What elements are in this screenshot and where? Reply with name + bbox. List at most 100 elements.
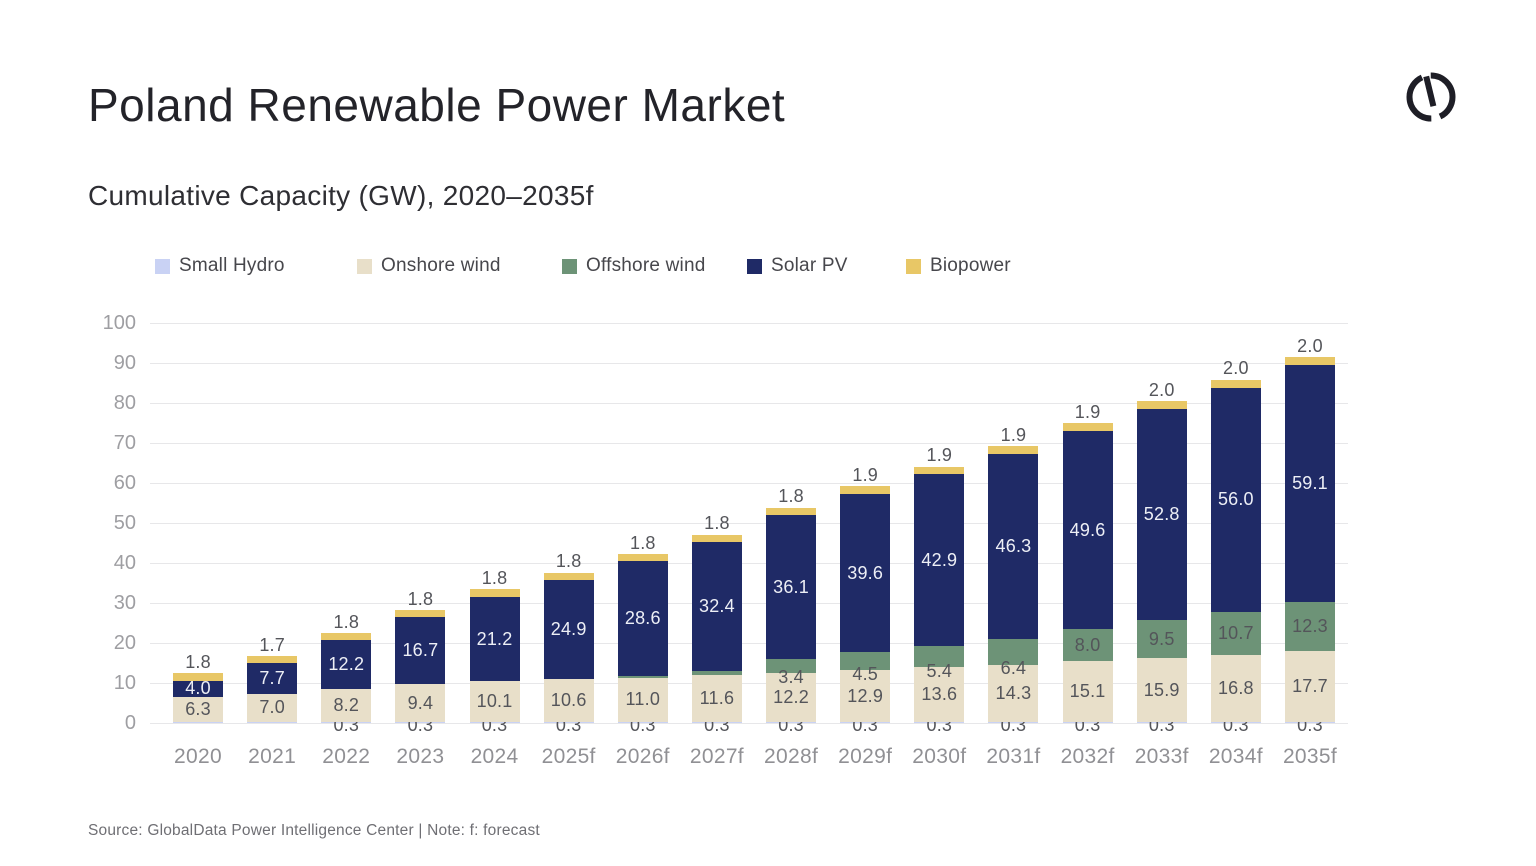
data-label-offshore-wind: 4.5: [852, 663, 878, 684]
legend-swatch-icon: [562, 258, 577, 274]
data-label-solar-pv: 28.6: [624, 608, 661, 629]
bar-segment-solar-pv: [691, 541, 742, 672]
bar-segment-onshore-wind: [1136, 658, 1187, 722]
data-label-solar-pv: 16.7: [402, 640, 439, 661]
data-label-biopower: 1.8: [555, 551, 582, 572]
gridline: [150, 523, 1348, 524]
bar-segment-small-hydro: [395, 721, 446, 723]
bar-segment-biopower: [1210, 379, 1261, 388]
legend-label: Solar PV: [771, 255, 848, 276]
data-label-solar-pv: 39.6: [847, 562, 884, 583]
data-label-solar-pv: 32.4: [699, 596, 735, 617]
bar-segment-solar-pv: [247, 663, 298, 694]
data-label-solar-pv: 24.9: [550, 619, 587, 640]
data-label-biopower: 1.8: [333, 611, 360, 632]
data-label-solar-pv: 12.2: [328, 654, 365, 675]
data-label-onshore-wind: 10.6: [550, 690, 587, 711]
bar-segment-onshore-wind: [469, 681, 520, 722]
x-axis-tick-label: 2021: [248, 745, 297, 768]
data-label-offshore-wind: 3.4: [778, 666, 804, 687]
bar-segment-biopower: [469, 589, 520, 597]
x-axis-tick-label: 2034f: [1208, 745, 1263, 768]
legend-label: Onshore wind: [381, 255, 501, 276]
bar-segment-onshore-wind: [691, 675, 742, 722]
data-label-biopower: 2.0: [1148, 379, 1175, 400]
bar-segment-biopower: [840, 486, 891, 494]
bar-segment-offshore-wind: [766, 659, 817, 673]
bar-segment-biopower: [988, 446, 1039, 454]
x-axis-tick-label: 2029f: [838, 745, 893, 768]
bar-segment-offshore-wind: [1136, 620, 1187, 659]
data-label-offshore-wind: 8.0: [1074, 634, 1101, 655]
data-label-onshore-wind: 8.2: [333, 694, 360, 715]
bar-segment-solar-pv: [1210, 387, 1261, 612]
legend-swatch-icon: [155, 258, 170, 274]
gridline: [150, 723, 1348, 724]
bar-segment-small-hydro: [766, 721, 817, 723]
bar-segment-offshore-wind: [617, 675, 668, 678]
x-axis-tick-label: 2030f: [912, 745, 967, 768]
bar-segment-small-hydro: [617, 721, 668, 723]
gridline: [150, 683, 1348, 684]
data-label-onshore-wind: 16.8: [1217, 677, 1254, 698]
y-axis-tick-label: 70: [113, 432, 136, 454]
gridline: [150, 363, 1348, 364]
legend-label: Biopower: [930, 255, 1011, 276]
bar-segment-onshore-wind: [840, 670, 891, 722]
bar-segment-onshore-wind: [543, 679, 594, 722]
data-label-offshore-wind: 6.4: [1000, 658, 1027, 679]
source-note: Source: GlobalData Power Intelligence Ce…: [88, 822, 540, 839]
bar-segment-biopower: [1136, 401, 1187, 409]
data-label-onshore-wind: 11.0: [625, 689, 661, 710]
bar-segment-onshore-wind: [247, 693, 298, 722]
data-label-biopower: 1.8: [778, 486, 804, 507]
bar-segment-offshore-wind: [1284, 601, 1335, 651]
bar-segment-biopower: [617, 554, 668, 562]
bar-segment-onshore-wind: [617, 677, 668, 722]
legend-swatch-icon: [357, 258, 372, 274]
bar-segment-solar-pv: [469, 596, 520, 682]
y-axis-tick-label: 90: [113, 352, 136, 374]
bar-segment-onshore-wind: [321, 689, 372, 722]
data-label-onshore-wind: 17.7: [1292, 675, 1328, 696]
bar-segment-solar-pv: [766, 515, 817, 660]
bar-segment-offshore-wind: [840, 652, 891, 671]
bar-segment-onshore-wind: [988, 664, 1039, 722]
bar-segment-biopower: [1062, 423, 1113, 431]
data-label-biopower: 2.0: [1223, 358, 1249, 379]
x-axis-tick-label: 2031f: [986, 745, 1041, 768]
data-label-biopower: 1.8: [481, 567, 508, 588]
bar-segment-small-hydro: [691, 721, 742, 723]
bar-segment-biopower: [173, 673, 223, 681]
x-axis-tick-label: 2026f: [615, 745, 670, 768]
bar-segment-small-hydro: [1210, 721, 1261, 723]
gridline: [150, 563, 1348, 564]
legend-label: Small Hydro: [179, 255, 285, 276]
y-axis-tick-label: 20: [113, 632, 136, 654]
bar-segment-small-hydro: [840, 721, 891, 723]
bar-segment-solar-pv: [173, 680, 223, 697]
bar-segment-offshore-wind: [691, 671, 742, 676]
x-axis-tick-label: 2032f: [1060, 745, 1115, 768]
bar-segment-onshore-wind: [1062, 661, 1113, 722]
y-axis-tick-label: 100: [102, 312, 136, 334]
bar-segment-solar-pv: [914, 474, 965, 646]
data-label-solar-pv: 36.1: [773, 576, 809, 597]
y-axis-tick-label: 30: [113, 592, 136, 614]
y-axis-tick-label: 80: [113, 392, 136, 414]
bar-segment-biopower: [543, 572, 594, 580]
bar-segment-biopower: [1284, 357, 1335, 366]
data-label-biopower: 1.9: [1000, 424, 1027, 445]
x-axis-tick-label: 2028f: [764, 745, 819, 768]
bar-segment-offshore-wind: [1210, 611, 1261, 655]
bar-segment-small-hydro: [543, 721, 594, 723]
globaldata-logo-icon: [1406, 72, 1456, 122]
bar-segment-small-hydro: [1284, 721, 1335, 723]
y-axis-tick-label: 60: [113, 472, 136, 494]
y-axis-tick-label: 40: [113, 552, 136, 574]
bar-segment-biopower: [247, 656, 298, 663]
bar-segment-solar-pv: [988, 453, 1039, 639]
data-label-solar-pv: 21.2: [476, 628, 513, 649]
data-label-offshore-wind: 12.3: [1292, 615, 1328, 636]
